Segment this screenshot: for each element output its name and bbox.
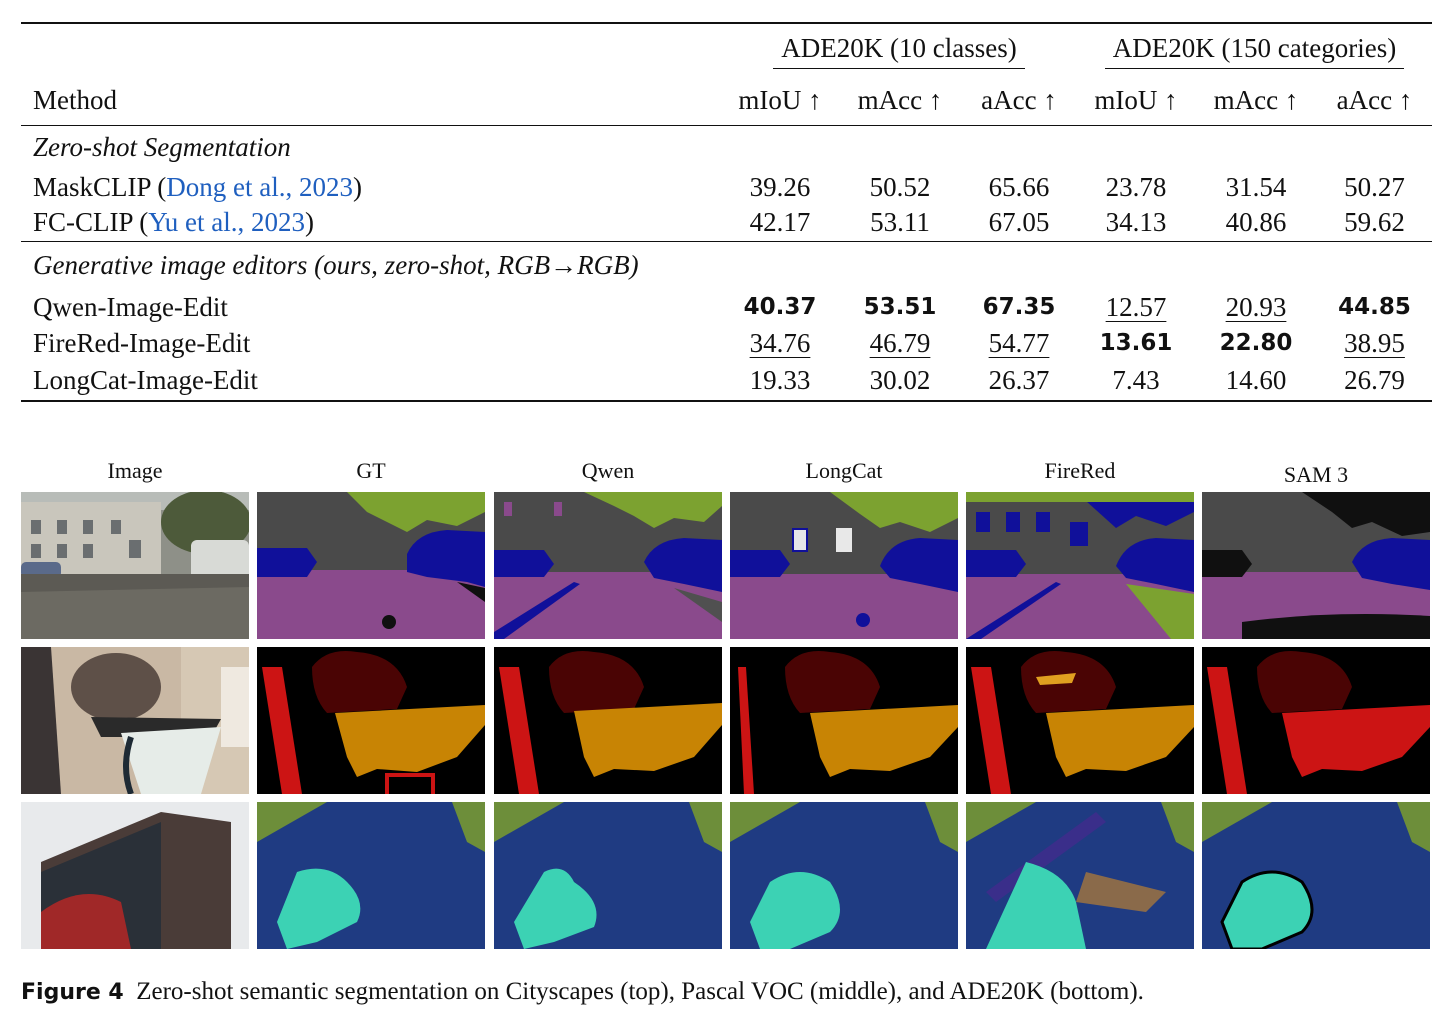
value-cell: 40.37	[743, 294, 817, 320]
column-title-image: Image	[107, 458, 163, 483]
metric-header: mAcc ↑	[857, 85, 943, 116]
section-title: Generative image editors (ours, zero-sho…	[33, 249, 639, 280]
method-cell: FireRed-Image-Edit	[33, 327, 251, 358]
metric-header: mAcc ↑	[1213, 85, 1299, 116]
group-header-ade10: ADE20K (10 classes)	[721, 23, 1077, 77]
voc-longcat-mask	[730, 647, 958, 794]
value-cell: 13.61	[1099, 330, 1173, 356]
value-cell: 7.43	[1112, 365, 1160, 395]
method-cell: Qwen-Image-Edit	[33, 291, 228, 322]
ade-longcat-mask	[730, 802, 958, 949]
results-table-container: ADE20K (10 classes) ADE20K (150 categori…	[21, 22, 1432, 402]
value-cell: 65.66	[988, 171, 1050, 202]
value-cell: 19.33	[749, 365, 811, 395]
value-cell: 30.02	[869, 365, 931, 395]
value-cell: 53.11	[870, 207, 930, 238]
voc-firered-mask	[966, 647, 1194, 794]
value-cell: 53.51	[863, 294, 937, 320]
table-row: LongCat-Image-Edit 19.33 30.02 26.37 7.4…	[21, 361, 1432, 401]
group-header-ade150: ADE20K (150 categories)	[1077, 23, 1432, 77]
value-cell: 54.77	[988, 327, 1050, 358]
method-cell: FC-CLIP (Yu et al., 2023)	[33, 207, 315, 238]
value-cell: 67.05	[988, 207, 1050, 238]
value-cell: 50.52	[869, 171, 931, 202]
voc-input-image	[21, 647, 249, 794]
value-cell: 20.93	[1225, 291, 1287, 322]
ade-sam3-mask	[1202, 802, 1430, 949]
value-cell: 14.60	[1225, 365, 1287, 395]
cityscapes-input-image	[21, 492, 249, 639]
value-cell: 59.62	[1344, 207, 1405, 238]
column-title-firered: FireRed	[1044, 458, 1116, 483]
cityscapes-qwen-mask	[494, 492, 722, 639]
voc-sam3-mask	[1202, 647, 1430, 794]
value-cell: 31.54	[1225, 171, 1287, 202]
cityscapes-longcat-mask	[730, 492, 958, 639]
value-cell: 40.86	[1225, 207, 1287, 238]
figure-caption: Figure 4 Zero-shot semantic segmentation…	[21, 978, 1144, 1006]
table-row: FireRed-Image-Edit 34.76 46.79 54.77 13.…	[21, 325, 1432, 361]
metric-header: aAcc ↑	[1336, 85, 1413, 116]
metric-header: mIoU ↑	[1094, 85, 1178, 116]
citation-link[interactable]: Yu et al., 2023	[148, 207, 306, 238]
value-cell: 26.37	[988, 365, 1050, 395]
value-cell: 39.26	[749, 171, 811, 202]
value-cell: 50.27	[1344, 171, 1405, 202]
value-cell: 26.79	[1344, 365, 1405, 395]
ade-gt-mask	[257, 802, 485, 949]
method-cell: MaskCLIP (Dong et al., 2023)	[33, 171, 362, 202]
value-cell: 38.95	[1344, 327, 1405, 358]
value-cell: 46.79	[869, 327, 931, 358]
table-row: FC-CLIP (Yu et al., 2023) 42.17 53.11 67…	[21, 205, 1432, 241]
column-title-sam3: SAM 3	[1283, 462, 1349, 487]
empty-cell	[21, 23, 721, 77]
cityscapes-sam3-mask	[1202, 492, 1430, 639]
cityscapes-firered-mask	[966, 492, 1194, 639]
table-row: MaskCLIP (Dong et al., 2023) 39.26 50.52…	[21, 169, 1432, 205]
method-cell: LongCat-Image-Edit	[33, 365, 258, 395]
voc-gt-mask	[257, 647, 485, 794]
value-cell: 22.80	[1219, 330, 1293, 356]
section-title: Zero-shot Segmentation	[33, 131, 291, 162]
ade-input-image	[21, 802, 249, 949]
ade-firered-mask	[966, 802, 1194, 949]
cityscapes-gt-mask	[257, 492, 485, 639]
value-cell: 23.78	[1105, 171, 1167, 202]
value-cell: 34.76	[749, 327, 811, 358]
value-cell: 42.17	[749, 207, 811, 238]
value-cell: 44.85	[1338, 294, 1411, 320]
column-title-gt: GT	[356, 458, 386, 483]
metric-header: aAcc ↑	[981, 85, 1057, 116]
voc-qwen-mask	[494, 647, 722, 794]
value-cell: 67.35	[982, 294, 1056, 320]
column-title-longcat: LongCat	[805, 458, 883, 483]
value-cell: 12.57	[1105, 291, 1167, 322]
results-table: ADE20K (10 classes) ADE20K (150 categori…	[21, 22, 1432, 402]
value-cell: 34.13	[1105, 207, 1167, 238]
table-row: Qwen-Image-Edit 40.37 53.51 67.35 12.57 …	[21, 289, 1432, 325]
caption-text: Zero-shot semantic segmentation on Citys…	[136, 978, 1144, 1005]
ade-qwen-mask	[494, 802, 722, 949]
method-header: Method	[33, 85, 117, 116]
metric-header: mIoU ↑	[738, 85, 822, 116]
figure-label: Figure 4	[21, 980, 124, 1005]
citation-link[interactable]: Dong et al., 2023	[166, 171, 353, 202]
column-title-qwen: Qwen	[581, 458, 635, 483]
